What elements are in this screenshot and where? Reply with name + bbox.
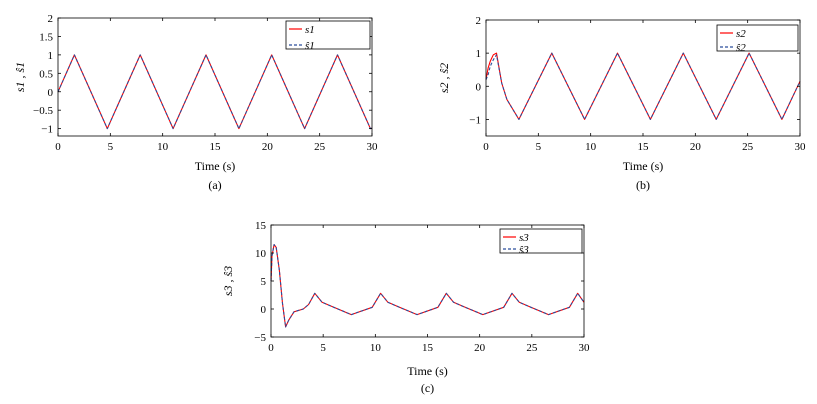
y-tick-label: 1	[48, 50, 54, 62]
y-tick-label: 0	[261, 304, 267, 316]
x-tick-label: 15	[210, 141, 222, 153]
y-tick-label: 2	[48, 13, 54, 25]
y-tick-label: −5	[254, 332, 266, 344]
y-axis-label: s3 , ŝ3	[221, 266, 235, 296]
legend-entry-2: ŝ3	[519, 244, 529, 256]
panel-caption: (b)	[636, 178, 650, 192]
series-line-2	[57, 54, 373, 130]
legend-box	[499, 228, 583, 254]
x-tick-label: 10	[585, 141, 597, 153]
x-tick-label: 5	[108, 141, 114, 153]
x-tick-label: 20	[262, 141, 274, 153]
x-tick-label: 25	[526, 342, 538, 354]
y-tick-label: −1	[469, 114, 481, 126]
panel-caption: (c)	[421, 381, 434, 395]
y-tick-label: −1	[41, 124, 53, 136]
series-line-2	[485, 52, 801, 120]
legend-entry-2: ŝ1	[305, 40, 315, 52]
x-tick-label: 30	[795, 141, 807, 153]
y-tick-label: 5	[261, 276, 267, 288]
panel-caption: (a)	[208, 178, 221, 192]
series-line-1	[485, 52, 801, 120]
x-tick-label: 10	[157, 141, 169, 153]
y-tick-label: 10	[255, 248, 267, 260]
legend-entry-1: s2	[736, 28, 746, 40]
y-tick-label: 2	[476, 15, 482, 27]
y-tick-label: 0	[476, 81, 482, 93]
x-tick-label: 5	[536, 141, 542, 153]
x-tick-label: 15	[422, 342, 434, 354]
x-axis-label: Time (s)	[407, 364, 448, 378]
x-tick-label: 0	[55, 141, 61, 153]
series-line-1	[270, 244, 585, 328]
x-tick-label: 20	[690, 141, 702, 153]
y-tick-label: 0	[48, 87, 54, 99]
x-tick-label: 0	[483, 141, 489, 153]
x-axis-label: Time (s)	[623, 159, 664, 173]
x-tick-label: 15	[638, 141, 650, 153]
x-tick-label: 5	[320, 342, 326, 354]
x-tick-label: 30	[367, 141, 379, 153]
legend-box	[716, 24, 799, 52]
legend-box	[285, 20, 371, 50]
y-tick-label: 1	[476, 48, 482, 60]
y-tick-label: −0.5	[33, 105, 53, 117]
legend-entry-1: s1	[305, 24, 315, 36]
y-tick-label: 0.5	[39, 68, 53, 80]
x-tick-label: 10	[370, 342, 382, 354]
y-tick-label: 15	[255, 220, 267, 232]
x-tick-label: 25	[314, 141, 326, 153]
series-line-1	[57, 54, 373, 130]
x-tick-label: 25	[742, 141, 754, 153]
y-axis-label: s1 , ŝ1	[13, 62, 27, 92]
legend-entry-2: ŝ2	[736, 42, 746, 54]
series-line-2	[270, 244, 585, 328]
x-axis-label: Time (s)	[195, 159, 236, 173]
x-tick-label: 20	[474, 342, 486, 354]
x-tick-label: 30	[579, 342, 591, 354]
x-tick-label: 0	[268, 342, 274, 354]
y-tick-label: 1.5	[39, 31, 53, 43]
chart-panel-1: 0 5 10 15 20 25 30 −1 −0.5 0 0.5 1 1.5 2 Time (s) s1 , …	[13, 13, 378, 192]
y-axis-label: s2 , ŝ2	[437, 63, 451, 93]
legend-entry-1: s3	[519, 232, 529, 244]
